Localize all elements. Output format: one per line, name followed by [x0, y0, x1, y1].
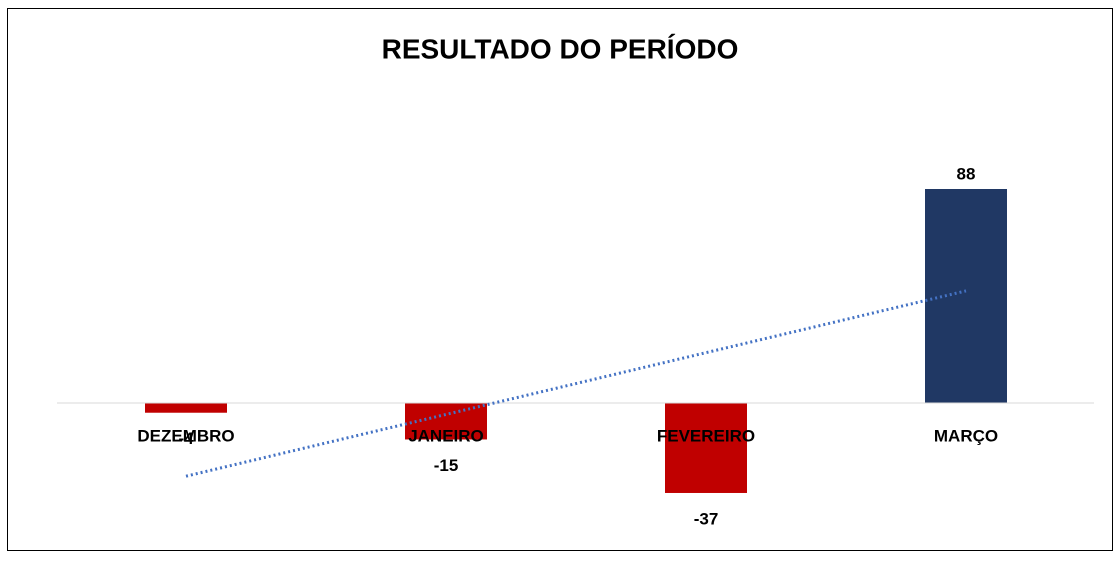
trendline — [185, 289, 967, 478]
data-label: -4 — [178, 429, 194, 448]
chart-title: RESULTADO DO PERÍODO — [382, 33, 739, 64]
bar — [665, 403, 747, 493]
data-label: -37 — [694, 509, 719, 528]
x-tick-label: JANEIRO — [408, 426, 484, 445]
x-tick-label: DEZEMBRO — [137, 426, 234, 445]
x-tick-label: MARÇO — [934, 426, 998, 445]
data-label: -15 — [434, 456, 459, 475]
x-tick-label: FEVEREIRO — [657, 426, 755, 445]
bar — [145, 403, 227, 413]
data-label: 88 — [957, 164, 976, 183]
bar — [925, 189, 1007, 403]
